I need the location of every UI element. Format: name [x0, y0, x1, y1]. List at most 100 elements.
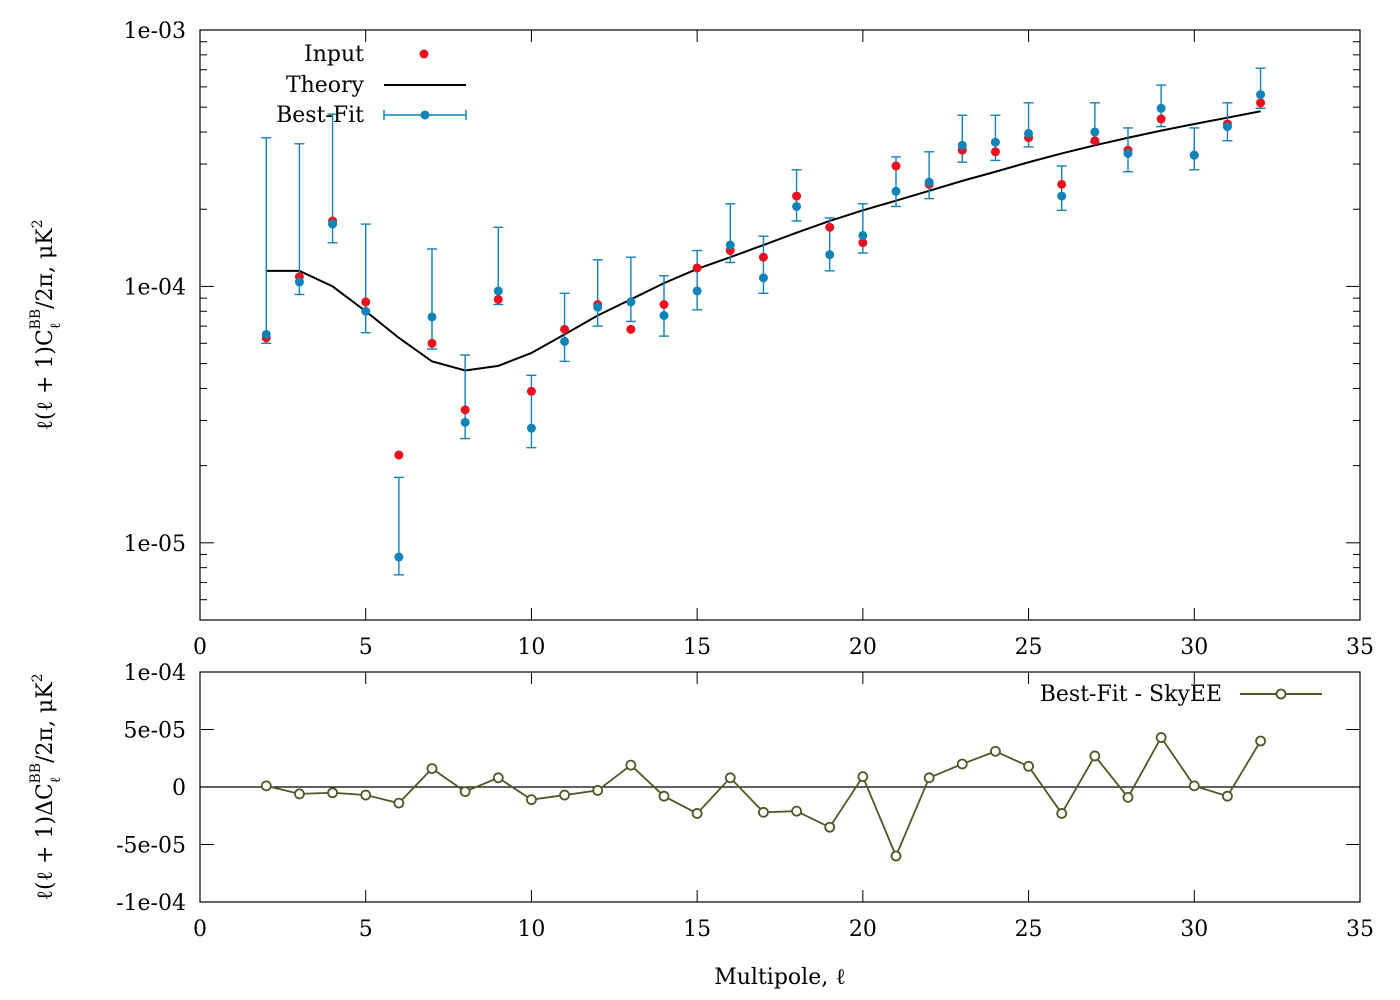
- legend-marker-diff-point: [1275, 688, 1287, 700]
- bestfit-point: [1024, 128, 1034, 138]
- top-x-tick-label: 25: [1015, 635, 1043, 660]
- bestfit-point: [394, 552, 404, 562]
- diff-point: [1023, 760, 1034, 772]
- input-point: [361, 297, 371, 307]
- input-point: [526, 386, 536, 396]
- diff-line: [266, 735, 1262, 859]
- bestfit-point: [526, 423, 536, 433]
- bottom-y-tick-label: 0: [172, 776, 186, 801]
- top-panel: 0 5 10 15 20 25 30 35 1e-05 1e-04 1e-03 ℓ(ℓ + 1)Cℓ…: [28, 19, 1374, 660]
- diff-point: [956, 758, 968, 770]
- bestfit-point: [725, 240, 735, 250]
- diff-point: [691, 808, 703, 819]
- diff-point: [393, 797, 405, 809]
- bestfit-errorbar: [758, 235, 769, 294]
- bottom-y-tick-label: -1e-04: [116, 891, 186, 916]
- diff-point: [758, 806, 769, 818]
- bottom-x-tick-label: 20: [849, 917, 877, 942]
- diff-point: [260, 780, 272, 792]
- bottom-x-tick-label: 30: [1180, 917, 1208, 942]
- diff-point: [890, 850, 902, 862]
- bestfit-point: [1123, 148, 1133, 158]
- bottom-x-tick-label: 35: [1346, 917, 1374, 942]
- diff-point: [1222, 790, 1233, 802]
- bottom-y-tick-label: 5e-05: [124, 719, 186, 744]
- bestfit-point: [659, 311, 669, 321]
- bottom-x-tick-label: 15: [683, 917, 711, 942]
- diff-point: [492, 772, 504, 784]
- legend-label-input: Input: [304, 42, 364, 67]
- top-x-tick-label: 15: [683, 635, 711, 660]
- legend-label-theory: Theory: [286, 73, 365, 98]
- bestfit-errorbar: [1189, 127, 1200, 171]
- diff-point: [724, 772, 736, 784]
- bestfit-point: [427, 312, 437, 322]
- diff-point: [923, 772, 935, 784]
- bestfit-errorbar: [360, 223, 371, 334]
- input-point: [692, 263, 702, 273]
- bestfit-point: [560, 336, 570, 346]
- input-point: [394, 450, 404, 460]
- x-axis-label: Multipole, ℓ: [714, 965, 846, 990]
- bestfit-errorbar: [294, 143, 305, 296]
- bottom-panel: 0 5 10 15 20 25 30 35 -1e-04 -5e-05 0 5e-05 1e-04 ℓ(…: [28, 661, 1374, 990]
- diff-point: [857, 771, 869, 783]
- bottom-x-tick-label: 10: [517, 917, 545, 942]
- diff-point: [1155, 732, 1167, 743]
- bottom-y-tick-label: 1e-04: [124, 661, 186, 686]
- bottom-x-tick-label: 5: [359, 917, 373, 942]
- diff-point: [1188, 780, 1200, 792]
- bestfit-point: [294, 277, 304, 287]
- bestfit-errorbar: [692, 249, 703, 311]
- top-x-tick-label: 30: [1180, 635, 1208, 660]
- bestfit-errorbar: [924, 151, 935, 200]
- diff-point: [791, 805, 802, 817]
- top-ticks: 0 5 10 15 20 25 30 35 1e-05 1e-04 1e-03: [124, 19, 1374, 660]
- bestfit-point: [990, 137, 1000, 147]
- bestfit-point: [261, 329, 271, 339]
- bestfit-point: [1057, 191, 1067, 201]
- legend-label-bestfit: Best-Fit: [276, 103, 364, 128]
- diff-point: [1056, 808, 1068, 819]
- bestfit-point: [858, 230, 868, 240]
- input-point: [659, 300, 669, 310]
- bestfit-point: [626, 297, 636, 307]
- bestfit-point: [957, 140, 967, 150]
- bestfit-point: [1156, 103, 1166, 113]
- bottom-data: [200, 732, 1360, 862]
- bestfit-point: [1090, 127, 1100, 137]
- input-point: [560, 324, 570, 334]
- legend-marker-input: [419, 49, 429, 59]
- bestfit-errorbar: [592, 259, 603, 327]
- bestfit-errorbar: [526, 374, 537, 449]
- top-plot-frame: [199, 29, 1361, 621]
- diff-point: [990, 745, 1001, 757]
- input-point: [858, 238, 868, 248]
- diff-point: [294, 788, 305, 800]
- bestfit-point: [825, 250, 835, 260]
- bestfit-point: [1256, 90, 1266, 100]
- bestfit-point: [493, 286, 503, 296]
- diff-point: [327, 787, 338, 799]
- bottom-y-tick-label: -5e-05: [116, 834, 186, 859]
- bestfit-point: [460, 417, 470, 427]
- bottom-y-axis-label: ℓ(ℓ + 1)ΔCℓBB/2π, μK2: [28, 673, 64, 900]
- legend-label-diff: Best-Fit - SkyEE: [1040, 682, 1222, 707]
- input-point: [1256, 98, 1266, 108]
- bestfit-point: [891, 186, 901, 196]
- diff-point: [1122, 791, 1134, 803]
- bestfit-point: [328, 219, 338, 229]
- diff-point: [1255, 735, 1266, 747]
- top-y-tick-label: 1e-04: [124, 275, 186, 300]
- top-y-axis-label: ℓ(ℓ + 1)CℓBB/2π, μK2: [28, 219, 64, 430]
- diff-point: [426, 763, 438, 774]
- input-point: [1090, 136, 1100, 146]
- diff-point: [559, 789, 570, 801]
- bestfit-point: [792, 201, 802, 211]
- top-x-tick-label: 0: [193, 635, 207, 660]
- bottom-legend: Best-Fit - SkyEE: [1040, 682, 1322, 707]
- diff-point: [824, 821, 836, 833]
- top-data: [261, 67, 1266, 576]
- bestfit-point: [758, 273, 768, 283]
